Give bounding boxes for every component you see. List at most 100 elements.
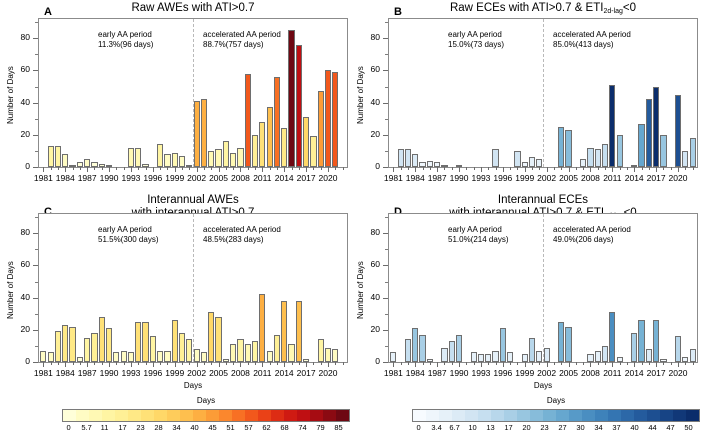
x-axis-minor-tick [648, 167, 650, 170]
x-axis-minor-tick [400, 362, 402, 365]
bar [682, 357, 689, 362]
x-axis-tick-label: 1987 [427, 173, 447, 183]
x-axis-minor-tick [670, 167, 672, 170]
bar [558, 321, 565, 362]
bar [69, 326, 76, 362]
colorbar-tick-label: 34 [594, 423, 603, 432]
x-axis-tick-label: 2014 [624, 173, 644, 183]
y-axis-minor-tick [385, 54, 388, 56]
x-axis-minor-tick [167, 167, 169, 170]
colorbar-tick-label: 68 [280, 423, 289, 432]
y-axis-minor-tick [385, 345, 388, 347]
x-axis-tick [502, 167, 504, 172]
bar [682, 150, 689, 167]
bar [281, 128, 288, 167]
y-axis-minor-tick [35, 313, 38, 315]
bar [193, 349, 200, 362]
x-axis-minor-tick [211, 167, 213, 170]
x-axis-minor-tick [532, 362, 534, 365]
period-divider-line [543, 214, 544, 362]
y-axis-minor-tick [35, 118, 38, 120]
x-axis-minor-tick [145, 167, 147, 170]
bar [638, 320, 645, 362]
x-axis-tick [218, 362, 220, 367]
x-axis-tick [524, 362, 526, 367]
y-axis-minor-tick [35, 281, 38, 283]
bar [193, 101, 200, 167]
colorbar-tick-label: 51 [226, 423, 235, 432]
bar [157, 144, 164, 167]
bar [47, 352, 54, 362]
accelerated-period-value: 49.0%(206 days) [553, 235, 614, 244]
colorbar-swatch [673, 410, 686, 421]
colorbar-swatch [491, 410, 504, 421]
x-axis-minor-tick [583, 362, 585, 365]
x-axis-minor-tick [101, 362, 103, 365]
x-axis-tick-label: 2017 [646, 368, 666, 378]
y-axis-minor-tick [385, 150, 388, 152]
x-axis-tick [568, 167, 570, 172]
colorbar-swatch [76, 410, 89, 421]
x-axis-minor-tick [466, 362, 468, 365]
x-axis-tick-label: 1999 [515, 173, 535, 183]
bar [609, 312, 616, 362]
bar [660, 358, 667, 362]
x-axis-tick-label: 2017 [296, 173, 316, 183]
x-axis-minor-tick [561, 362, 563, 365]
x-axis-minor-tick [255, 362, 257, 365]
y-axis-minor-tick [35, 217, 38, 219]
x-axis-tick-label: 1999 [165, 368, 185, 378]
y-axis-tick [383, 265, 388, 267]
x-axis-tick-label: 2014 [274, 368, 294, 378]
colorbar-swatch [608, 410, 621, 421]
colorbar-swatch [102, 410, 115, 421]
x-axis-minor-tick [145, 362, 147, 365]
x-axis-tick-label: 1987 [77, 173, 97, 183]
x-axis-minor-tick [101, 167, 103, 170]
accelerated-period-annotation-b: accelerated AA period 85.0%(413 days) [553, 30, 631, 50]
y-axis-tick [383, 38, 388, 40]
early-period-label: early AA period [98, 225, 152, 234]
bar [149, 336, 156, 362]
colorbar-swatch [193, 410, 206, 421]
y-axis-minor-tick [385, 281, 388, 283]
x-axis-minor-tick [685, 167, 687, 170]
x-axis-minor-tick [451, 362, 453, 365]
x-axis-minor-tick [160, 167, 162, 170]
x-axis-minor-tick [123, 167, 125, 170]
colorbar-tick-label: 23 [136, 423, 145, 432]
bar [594, 149, 601, 167]
x-axis-tick-label: 2008 [230, 368, 250, 378]
x-axis-minor-tick [429, 362, 431, 365]
y-axis-minor-tick [35, 345, 38, 347]
x-axis-tick-label: 1987 [427, 368, 447, 378]
x-axis-minor-tick [407, 167, 409, 170]
bar [455, 334, 463, 362]
x-axis-minor-tick [597, 362, 599, 365]
y-axis-tick [33, 70, 38, 72]
colorbar-tick-label: 27 [558, 423, 567, 432]
colorbar-tick-label: 28 [154, 423, 163, 432]
bar [76, 162, 83, 167]
bar [62, 154, 69, 167]
bar [273, 334, 281, 362]
x-axis-minor-tick [313, 362, 315, 365]
x-axis-minor-tick [203, 167, 205, 170]
bar [441, 165, 448, 167]
colorbar-swatch [115, 410, 128, 421]
y-axis-tick [33, 102, 38, 104]
x-axis-tick-label: 1984 [405, 173, 425, 183]
bar [485, 353, 492, 362]
x-axis-minor-tick [553, 362, 555, 365]
x-axis-tick [524, 167, 526, 172]
colorbar-swatch [647, 410, 660, 421]
bar [91, 333, 98, 362]
x-axis-tick-label: 1987 [77, 368, 97, 378]
bar [251, 134, 259, 167]
y-axis-tick-label: 40 [370, 96, 380, 107]
bar [164, 154, 171, 167]
plot-area-b [388, 18, 698, 168]
x-axis-tick-label: 1993 [471, 368, 491, 378]
y-axis-tick [33, 134, 38, 136]
bar [259, 121, 266, 167]
